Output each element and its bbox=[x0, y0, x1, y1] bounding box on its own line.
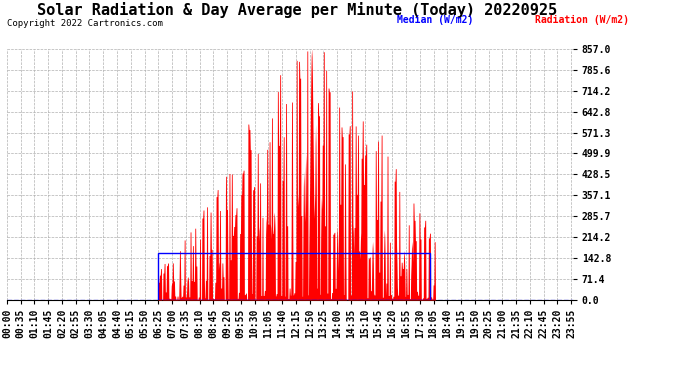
Bar bbox=[158, 253, 430, 300]
Text: Median (W/m2): Median (W/m2) bbox=[397, 15, 473, 25]
Text: Copyright 2022 Cartronics.com: Copyright 2022 Cartronics.com bbox=[7, 19, 163, 28]
Text: Radiation (W/m2): Radiation (W/m2) bbox=[535, 15, 629, 25]
Text: Solar Radiation & Day Average per Minute (Today) 20220925: Solar Radiation & Day Average per Minute… bbox=[37, 2, 557, 18]
